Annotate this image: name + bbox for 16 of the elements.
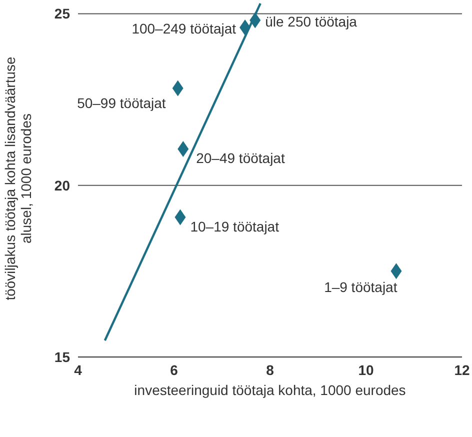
x-tick-label: 10 <box>358 362 374 378</box>
annotation: 100–249 töötajat <box>132 20 236 36</box>
annotation: 10–19 töötajat <box>190 218 280 234</box>
annotation: 50–99 töötajat <box>77 95 166 112</box>
y-axis-title: tööviljakus töötaja kohta lisandväärtuse alusel, 1000 eurodes <box>2 56 34 300</box>
y-tick-label: 15 <box>54 348 70 365</box>
x-tick-label: 8 <box>266 362 274 378</box>
x-axis-title: investeeringuid töötaja kohta, 1000 eurodes <box>134 382 406 398</box>
x-tick-label: 12 <box>454 362 470 378</box>
annotation: üle 250 töötaja <box>265 13 358 30</box>
x-tick-label: 4 <box>74 362 82 378</box>
y-tick-label: 20 <box>54 177 70 194</box>
x-tick-label: 6 <box>170 362 178 378</box>
annotation: 20–49 töötajat <box>196 150 285 166</box>
annotation: 1–9 töötajat <box>324 279 398 296</box>
y-tick-label: 25 <box>54 6 70 22</box>
